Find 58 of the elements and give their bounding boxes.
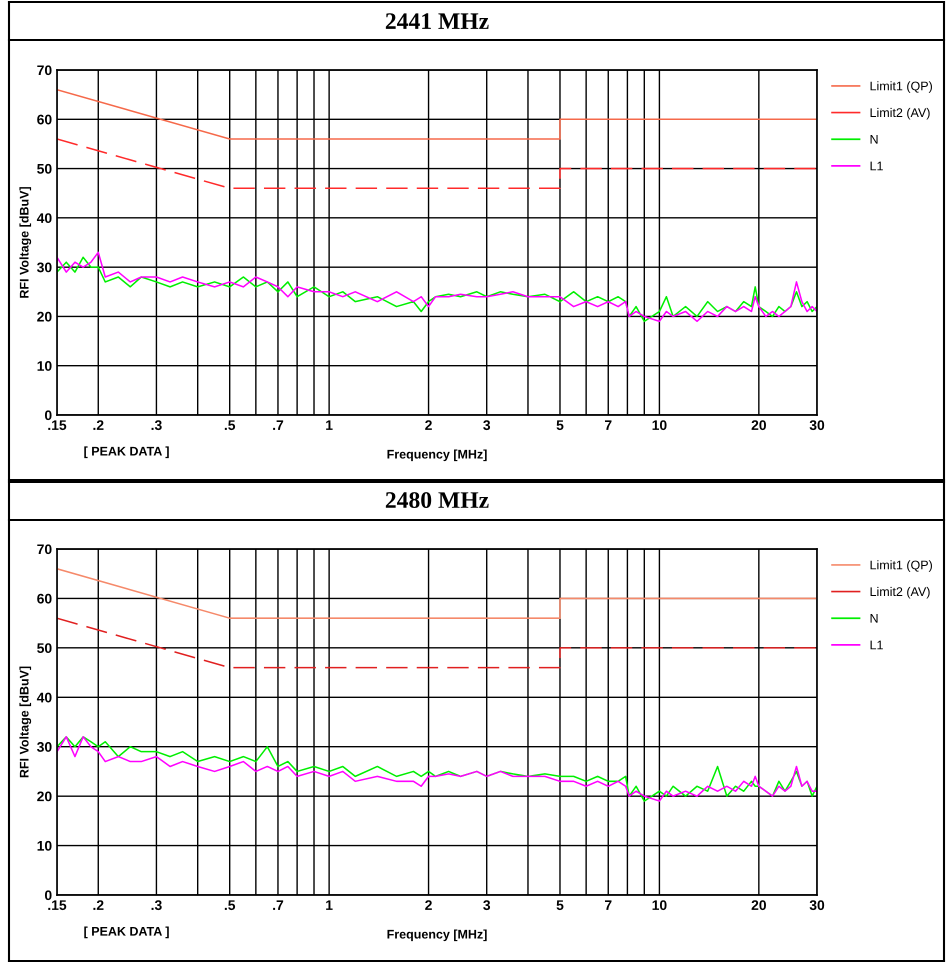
y-tick-label: 0 <box>44 890 52 900</box>
x-tick-label: 5 <box>556 900 564 910</box>
y-tick-label: 50 <box>37 643 52 654</box>
x-tick-label: .5 <box>224 900 236 910</box>
legend-label: L1 <box>870 162 883 170</box>
legend-label: L1 <box>870 640 883 650</box>
legend-label: N <box>870 614 878 623</box>
y-axis-title: RFI Voltage [dBuV] <box>19 666 32 778</box>
y-tick-label: 70 <box>37 65 52 76</box>
y-tick-label: 10 <box>38 840 52 851</box>
x-tick-label: .2 <box>93 900 104 910</box>
x-tick-label: .2 <box>93 420 104 430</box>
y-tick-label: 40 <box>36 692 52 702</box>
x-tick-label: 2 <box>425 420 432 430</box>
x-tick-label: .7 <box>273 420 284 430</box>
x-tick-label: 2 <box>425 900 432 910</box>
chart-title: 2480 MHz <box>386 492 489 508</box>
x-tick-label: .15 <box>48 420 66 430</box>
text: [ PEAK DATA ] <box>84 926 169 938</box>
x-tick-label: 20 <box>752 420 766 430</box>
y-axis-title: RFI Voltage [dBuV] <box>19 187 32 298</box>
legend-label: Limit2 (AV) <box>870 108 930 120</box>
x-tick-label: .3 <box>152 900 162 910</box>
y-tick-label: 30 <box>37 742 52 752</box>
y-tick-label: 40 <box>36 213 52 224</box>
x-tick-label: 20 <box>752 900 766 910</box>
x-tick-label: 7 <box>604 420 612 430</box>
chart-title: 2441 MHz <box>386 13 489 29</box>
y-tick-label: 20 <box>37 791 52 802</box>
x-tick-label: 30 <box>810 420 824 430</box>
x-tick-label: 30 <box>810 900 824 910</box>
x-tick-label: .3 <box>152 420 162 430</box>
x-tick-label: .5 <box>224 420 236 430</box>
y-tick-label: 60 <box>37 594 52 604</box>
legend-label: Limit1 (QP) <box>870 81 932 93</box>
x-axis-title: Frequency [MHz] <box>387 449 487 462</box>
y-tick-label: 0 <box>44 410 52 420</box>
x-tick-label: .7 <box>273 900 284 910</box>
x-tick-label: .15 <box>48 900 66 910</box>
text: [ PEAK DATA ] <box>84 446 169 458</box>
x-tick-label: 5 <box>556 420 564 430</box>
x-tick-label: 3 <box>483 900 490 910</box>
x-tick-label: 10 <box>652 900 667 910</box>
x-tick-label: 10 <box>652 420 667 430</box>
y-tick-label: 10 <box>38 361 52 371</box>
y-tick-label: 70 <box>37 544 52 554</box>
x-tick-label: 3 <box>483 420 490 430</box>
x-tick-label: 1 <box>326 420 333 430</box>
x-tick-label: 7 <box>604 900 612 910</box>
y-tick-label: 50 <box>37 164 52 174</box>
legend-label: Limit1 (QP) <box>870 560 932 572</box>
x-axis-title: Frequency [MHz] <box>387 929 487 942</box>
y-tick-label: 30 <box>37 262 52 272</box>
legend-label: N <box>870 135 878 144</box>
y-tick-label: 20 <box>37 312 52 322</box>
y-tick-label: 60 <box>37 114 52 124</box>
legend-label: Limit2 (AV) <box>870 586 930 599</box>
x-tick-label: 1 <box>326 900 333 910</box>
